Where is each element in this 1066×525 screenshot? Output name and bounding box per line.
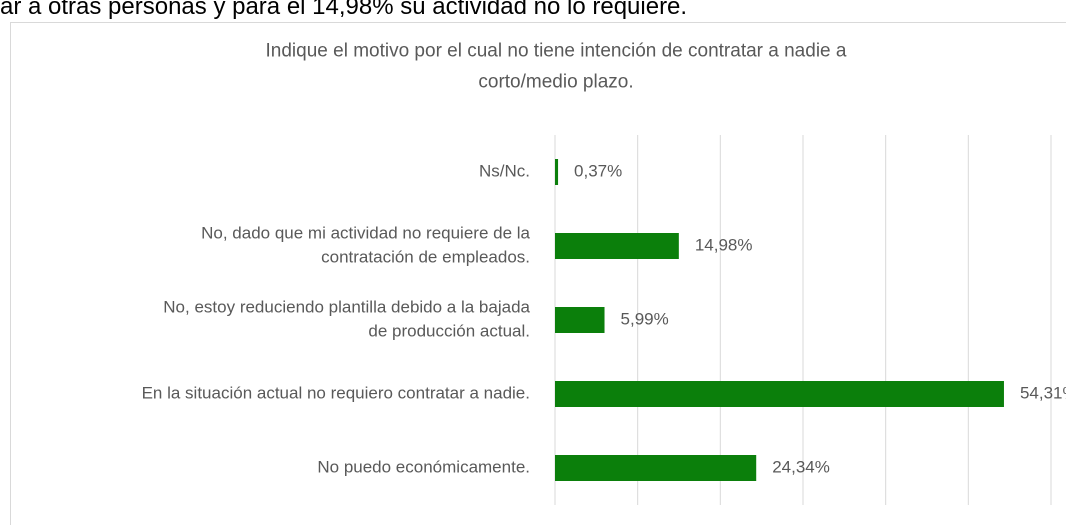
chart-title: Indique el motivo por el cual no tiene i… <box>266 41 847 93</box>
category-label: Ns/Nc. <box>479 161 530 180</box>
category-label: No, dado que mi actividad no requiere de… <box>201 223 530 266</box>
bar <box>555 159 559 185</box>
bar <box>555 307 605 333</box>
chart-frame <box>10 22 1066 525</box>
data-label: 24,34% <box>772 457 830 476</box>
category-label: No, estoy reduciendo plantilla debido a … <box>163 297 530 340</box>
data-label: 54,31% <box>1020 383 1066 402</box>
bar <box>555 233 679 259</box>
data-label: 0,37% <box>574 161 622 180</box>
category-label: En la situación actual no requiero contr… <box>142 383 530 402</box>
bar <box>555 455 757 481</box>
page-text: ar a otras personas y para el 14,98% su … <box>0 0 687 20</box>
category-label: No puedo económicamente. <box>317 457 530 476</box>
data-label: 14,98% <box>695 235 753 254</box>
bar <box>555 381 1004 407</box>
data-label: 5,99% <box>621 309 669 328</box>
